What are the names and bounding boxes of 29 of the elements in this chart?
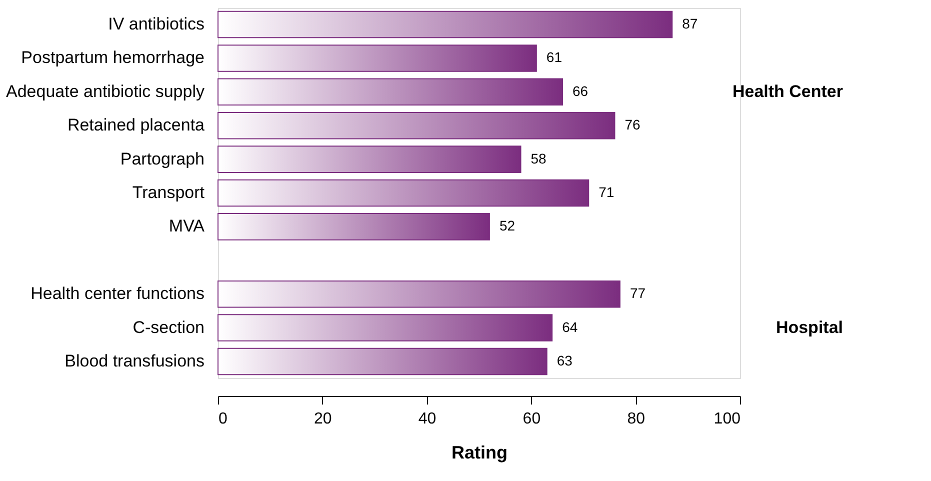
y-tick-label: IV antibiotics (108, 14, 204, 34)
text: Hospital (776, 318, 843, 337)
y-tick-label: Health center functions (30, 284, 204, 304)
x-tick-label: 60 (522, 410, 541, 428)
y-tick-label: C-section (132, 318, 204, 337)
x-tick-label: 100 (714, 410, 741, 428)
y-tick-label: Postpartum hemorrhage (21, 48, 204, 68)
data-label: 76 (624, 116, 641, 133)
y-tick-label: Retained placenta (67, 116, 206, 135)
data-label: 61 (546, 49, 562, 66)
y-tick-label: Partograph (120, 149, 204, 168)
data-label: 52 (499, 218, 516, 234)
data-label: 77 (630, 285, 646, 302)
data-label: 71 (598, 184, 614, 200)
data-label: 63 (556, 352, 573, 368)
y-tick-label: MVA (168, 216, 206, 236)
x-tick-label: 80 (627, 410, 646, 428)
x-tick-label: 40 (418, 410, 436, 428)
y-tick-label: Transport (132, 183, 205, 202)
x-axis-title: Rating (452, 442, 508, 462)
y-tick-label: Blood transfusions (64, 351, 204, 370)
annotation: Health Center (732, 82, 844, 101)
data-label: 66 (572, 82, 588, 99)
y-tick-label: Adequate antibiotic supply (6, 82, 205, 101)
x-tick-label: 20 (314, 410, 332, 428)
data-label: 58 (530, 150, 547, 166)
x-tick-label: 0 (218, 410, 228, 428)
data-label: 64 (562, 318, 578, 335)
data-label: 87 (682, 16, 698, 32)
